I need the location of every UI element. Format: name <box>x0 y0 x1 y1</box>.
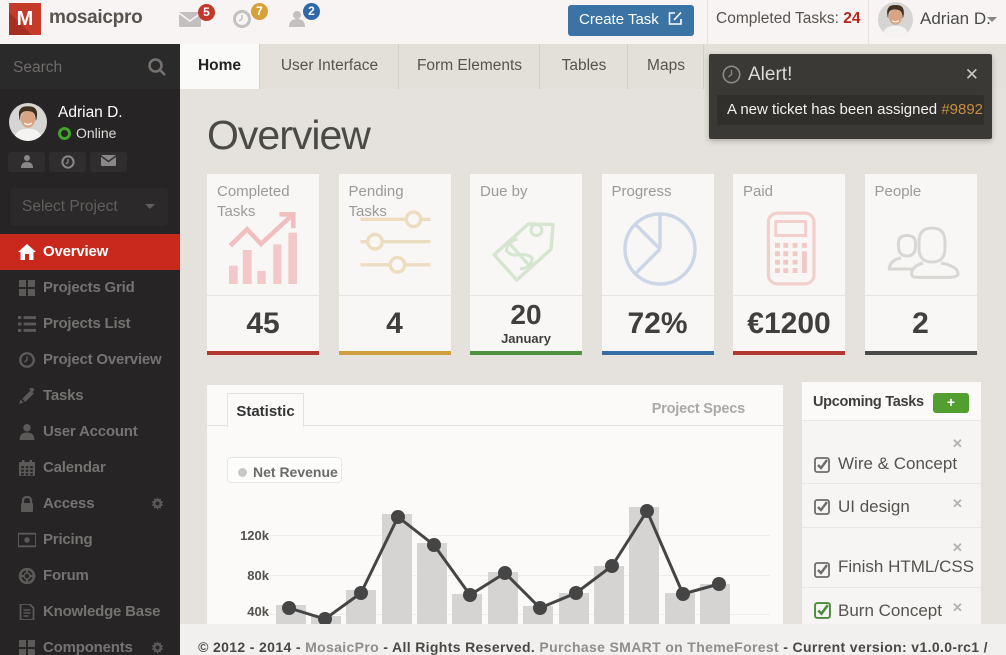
svg-text:80k: 80k <box>247 568 269 583</box>
svg-text:120k: 120k <box>240 528 270 543</box>
svg-text:40k: 40k <box>247 604 269 619</box>
